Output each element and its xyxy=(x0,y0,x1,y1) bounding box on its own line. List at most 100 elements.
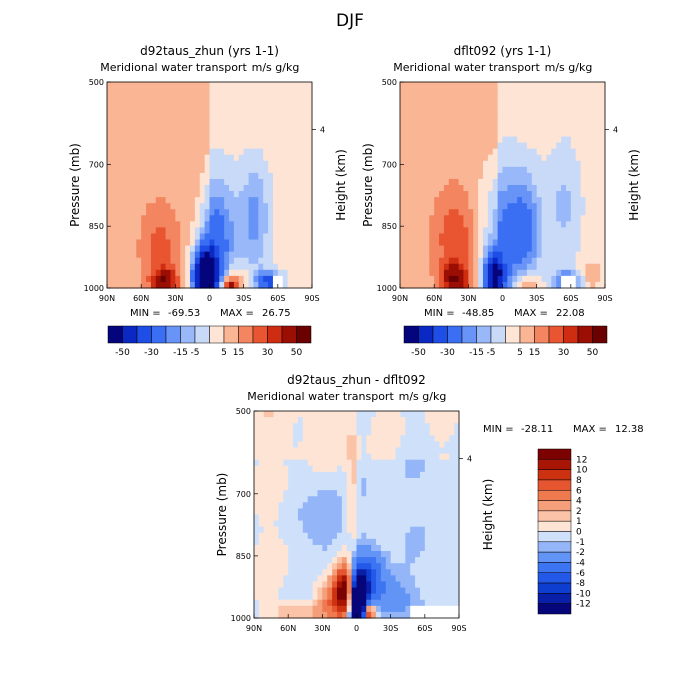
heatmap-cell xyxy=(224,136,230,144)
heatmap-cell xyxy=(263,191,269,198)
heatmap-cell xyxy=(199,112,206,119)
heatmap-cell xyxy=(233,263,240,271)
colorbar-box xyxy=(548,325,564,344)
heatmap-cell xyxy=(185,263,191,271)
heatmap-cell xyxy=(121,281,128,289)
heatmap-cell xyxy=(292,112,298,119)
heatmap-cell xyxy=(131,178,137,186)
heatmap-cell xyxy=(541,239,548,247)
heatmap-cell xyxy=(336,447,343,455)
heatmap-cell xyxy=(136,106,142,113)
heatmap-cell xyxy=(595,275,601,283)
heatmap-cell xyxy=(307,453,314,461)
heatmap-cell xyxy=(307,514,314,522)
heatmap-cell xyxy=(356,465,362,473)
heatmap-cell xyxy=(531,118,538,126)
heatmap-cell xyxy=(317,496,323,503)
heatmap-cell xyxy=(497,275,504,283)
heatmap-cell xyxy=(268,160,274,168)
heatmap-cell xyxy=(189,227,196,235)
heatmap-cell xyxy=(434,411,441,418)
heatmap-cell xyxy=(424,453,431,461)
heatmap-cell xyxy=(209,118,215,126)
heatmap-cell xyxy=(482,106,489,113)
heatmap-cell xyxy=(434,154,440,162)
heatmap-cell xyxy=(175,148,181,156)
heatmap-cell xyxy=(141,124,147,132)
heatmap-cell xyxy=(292,172,298,180)
heatmap-cell xyxy=(219,281,225,289)
heatmap-cell xyxy=(136,221,142,229)
heatmap-cell xyxy=(361,544,367,552)
heatmap-cell xyxy=(214,154,220,162)
heatmap-cell xyxy=(502,269,508,277)
heatmap-cell xyxy=(224,94,230,101)
heatmap-cell xyxy=(439,160,445,168)
heatmap-cell xyxy=(590,263,596,271)
heatmap-cell xyxy=(214,215,220,222)
heatmap-cell xyxy=(288,593,294,601)
heatmap-cell xyxy=(248,263,255,271)
heatmap-cell xyxy=(473,166,479,174)
heatmap-cell xyxy=(371,605,377,613)
heatmap-cell xyxy=(385,544,392,552)
heatmap-cell xyxy=(600,148,606,156)
heatmap-cell xyxy=(415,526,421,534)
heatmap-cell xyxy=(531,215,538,222)
heatmap-cell xyxy=(556,118,562,126)
heatmap-cell xyxy=(199,269,206,277)
heatmap-cell xyxy=(258,459,265,467)
heatmap-cell xyxy=(492,124,499,132)
heatmap-cell xyxy=(595,191,601,198)
heatmap-cell xyxy=(293,599,299,607)
heatmap-cell xyxy=(254,599,260,607)
heatmap-cell xyxy=(180,112,186,119)
heatmap-cell xyxy=(272,148,279,156)
heatmap-cell xyxy=(463,263,469,271)
heatmap-cell xyxy=(439,484,445,491)
heatmap-cell xyxy=(277,106,284,113)
heatmap-cell xyxy=(405,514,411,522)
heatmap-cell xyxy=(146,233,152,241)
heatmap-cell xyxy=(463,118,469,126)
heatmap-cell xyxy=(429,269,435,277)
heatmap-cell xyxy=(478,148,484,156)
heatmap-cell xyxy=(336,526,343,534)
heatmap-cell xyxy=(258,106,264,113)
heatmap-cell xyxy=(541,166,548,174)
heatmap-cell xyxy=(272,269,279,277)
heatmap-cell xyxy=(502,106,508,113)
heatmap-cell xyxy=(429,281,435,289)
heatmap-cell xyxy=(263,160,269,168)
heatmap-cell xyxy=(380,496,387,503)
heatmap-cell xyxy=(341,557,348,564)
heatmap-cell xyxy=(526,251,533,259)
heatmap-cell xyxy=(507,221,513,229)
heatmap-cell xyxy=(297,599,304,607)
heatmap-cell xyxy=(170,160,176,168)
heatmap-cell xyxy=(277,221,284,229)
colorbar-box xyxy=(537,551,572,563)
heatmap-cell xyxy=(478,82,484,89)
heatmap-cell xyxy=(155,160,162,168)
heatmap-cell xyxy=(570,154,577,162)
heatmap-cell xyxy=(141,251,147,259)
heatmap-cell xyxy=(376,544,382,552)
heatmap-cell xyxy=(404,88,411,95)
heatmap-cell xyxy=(229,88,235,95)
heatmap-cell xyxy=(116,251,123,259)
heatmap-cell xyxy=(390,575,397,583)
heatmap-cell xyxy=(273,532,279,540)
heatmap-cell xyxy=(293,441,299,449)
heatmap-cell xyxy=(517,130,523,138)
heatmap-cell xyxy=(449,435,455,443)
heatmap-cell xyxy=(419,447,426,455)
heatmap-cell xyxy=(180,166,186,174)
heatmap-cell xyxy=(146,94,152,101)
heatmap-cell xyxy=(492,221,499,229)
heatmap-cell xyxy=(336,465,343,473)
heatmap-cell xyxy=(160,142,167,150)
heatmap-cell xyxy=(409,257,416,265)
heatmap-cell xyxy=(341,411,348,418)
heatmap-cell xyxy=(482,118,489,126)
